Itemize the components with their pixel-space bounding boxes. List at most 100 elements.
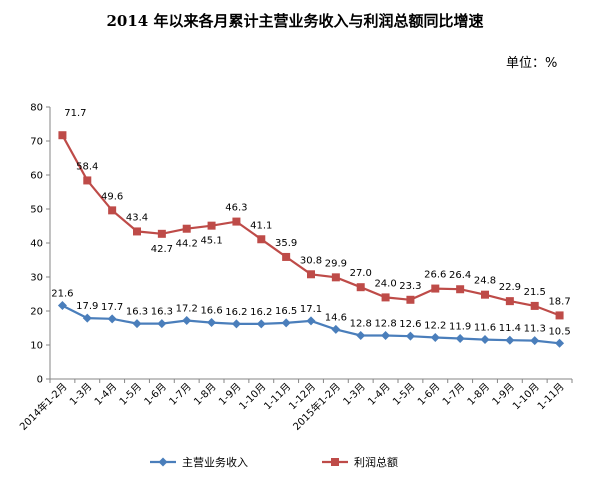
data-label: 43.4	[126, 212, 148, 223]
data-labels: 21.617.9 17.7 16.3 16.3 17.2 16.6 16.2 16.2 16.5…	[51, 108, 570, 337]
data-label: 17.2	[176, 304, 198, 315]
series-line-profit	[61, 134, 560, 317]
data-point	[207, 318, 217, 328]
x-tick-label: 1-11月	[262, 381, 294, 413]
legend-marker	[158, 457, 168, 467]
x-tick-label: 1-8月	[465, 381, 492, 408]
data-point	[157, 229, 166, 238]
data-point	[108, 206, 117, 215]
data-label: 44.2	[176, 239, 198, 250]
x-tick-label: 1-10月	[510, 381, 542, 413]
data-point	[182, 316, 192, 326]
x-tick-label: 1-7月	[440, 381, 467, 408]
data-label: 49.6	[101, 191, 123, 202]
data-label: 17.7	[101, 302, 123, 313]
data-point	[530, 301, 539, 310]
data-point	[555, 338, 565, 348]
series-layer	[57, 131, 565, 348]
data-point	[257, 235, 266, 244]
x-tick-label: 1-5月	[117, 381, 144, 408]
data-label: 12.8	[374, 318, 396, 329]
data-point	[381, 330, 391, 340]
data-point	[207, 221, 216, 230]
y-tick-label: 70	[30, 137, 43, 148]
data-label: 58.4	[76, 161, 98, 172]
data-label: 17.9	[76, 301, 98, 312]
data-point	[405, 331, 415, 341]
data-label: 11.4	[499, 323, 521, 334]
y-axis-ticks: 0 10 20 30 40 50 60 70 80	[30, 103, 50, 386]
legend-item-revenue: 主营业务收入	[150, 455, 248, 469]
x-tick-label: 1-3月	[67, 381, 94, 408]
data-point	[58, 131, 67, 140]
x-tick-label: 1-10月	[237, 381, 269, 413]
data-point	[356, 283, 365, 292]
legend-label: 主营业务收入	[182, 455, 248, 469]
unit-label: 单位：%	[506, 56, 558, 71]
x-tick-label: 1-6月	[415, 381, 442, 408]
data-point	[182, 224, 191, 233]
data-label: 71.7	[64, 108, 86, 119]
data-point	[57, 301, 67, 311]
data-label: 22.9	[499, 282, 521, 293]
data-point	[530, 336, 540, 346]
data-label: 29.9	[325, 258, 347, 269]
data-label: 14.6	[325, 312, 347, 323]
data-point	[157, 319, 167, 329]
x-tick-label: 1-11月	[535, 381, 567, 413]
data-label: 11.9	[449, 322, 471, 333]
y-tick-label: 10	[30, 341, 43, 352]
data-point	[481, 290, 489, 299]
data-label: 46.3	[225, 203, 247, 214]
y-tick-label: 20	[30, 307, 43, 318]
data-label: 10.5	[548, 326, 570, 337]
data-label: 35.9	[275, 238, 297, 249]
data-point	[331, 273, 340, 282]
y-tick-label: 80	[30, 103, 43, 114]
legend-label: 利润总额	[354, 455, 398, 469]
legend-marker	[331, 458, 339, 466]
data-label: 23.3	[399, 281, 421, 292]
data-label: 24.0	[374, 278, 396, 289]
data-point	[132, 319, 142, 329]
data-label: 42.7	[151, 244, 173, 255]
data-point	[430, 333, 440, 343]
data-point	[83, 176, 92, 185]
data-label: 11.6	[474, 323, 496, 334]
data-point	[331, 324, 341, 334]
x-tick-label: 1-5月	[390, 381, 417, 408]
data-label: 16.5	[275, 306, 297, 317]
chart-title: 2014 年以来各月累计主营业务收入与利润总额同比增速	[106, 12, 484, 30]
data-label: 27.0	[350, 268, 372, 279]
y-tick-label: 40	[30, 239, 43, 250]
y-tick-label: 60	[30, 171, 43, 182]
y-tick-label: 30	[30, 273, 43, 284]
data-point	[505, 335, 515, 345]
data-point	[256, 319, 266, 329]
data-point	[231, 319, 241, 329]
data-point	[107, 314, 117, 324]
data-label: 26.6	[424, 270, 446, 281]
data-label: 21.5	[524, 287, 546, 298]
data-point	[282, 252, 291, 261]
x-tick-label: 1-6月	[142, 381, 169, 408]
data-point	[133, 227, 141, 236]
data-point	[555, 311, 564, 320]
data-label: 16.6	[200, 306, 222, 317]
data-label: 24.8	[474, 276, 496, 287]
data-label: 26.4	[449, 270, 471, 281]
data-label: 45.1	[200, 236, 222, 247]
data-point	[232, 217, 241, 226]
data-point	[356, 330, 366, 340]
x-tick-label: 1-4月	[366, 381, 393, 408]
data-point	[381, 293, 390, 302]
data-point	[431, 284, 440, 293]
data-point	[480, 335, 490, 345]
data-label: 12.8	[350, 318, 372, 329]
x-tick-label: 2014年1-2月	[17, 380, 70, 433]
x-tick-label: 1-3月	[341, 381, 368, 408]
data-label: 17.1	[300, 304, 322, 315]
data-point	[505, 297, 514, 306]
data-point	[307, 270, 315, 279]
data-label: 21.6	[51, 289, 73, 300]
